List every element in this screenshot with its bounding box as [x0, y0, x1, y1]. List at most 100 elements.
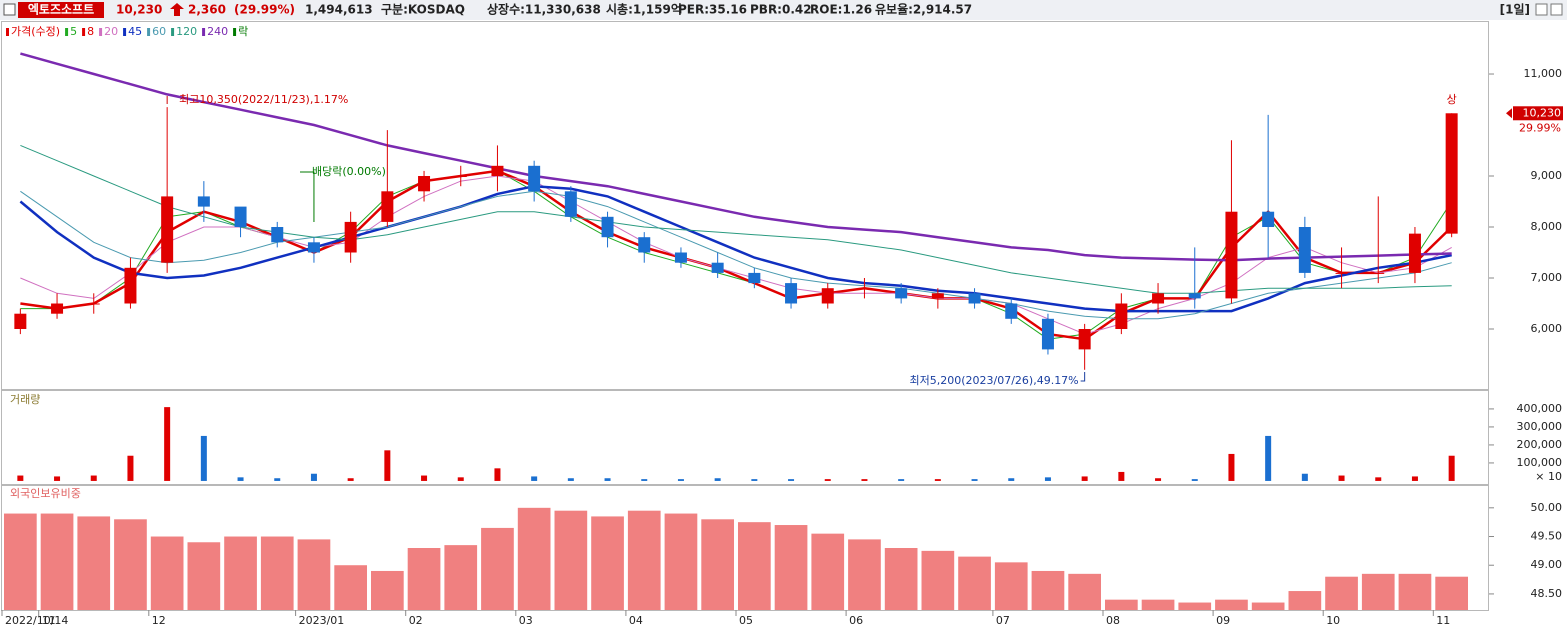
volume-bar: [457, 477, 464, 481]
y-tick-label: 7,000: [1531, 271, 1563, 284]
candle-body: [491, 165, 504, 177]
x-tick-label: 05: [739, 614, 753, 627]
foreign-bar: [224, 536, 257, 610]
candle-body: [638, 237, 651, 253]
candle-body: [1152, 293, 1165, 304]
moving-average-line: [20, 175, 1452, 335]
candle-body: [895, 288, 908, 299]
y-tick-label: 50.00: [1531, 501, 1563, 514]
volume-total: 1,494,613: [305, 3, 373, 17]
candle-body: [418, 176, 431, 192]
panel-title: 외국인보유비중: [10, 487, 81, 500]
name-box: [18, 2, 104, 18]
volume-bar: [1191, 479, 1198, 481]
legend-label: 60: [152, 25, 166, 38]
x-tick-label: 02: [409, 614, 423, 627]
candle-body: [124, 267, 137, 304]
close-button[interactable]: [1550, 3, 1563, 16]
foreign-bar: [40, 513, 74, 610]
annotation-pointer: [1080, 372, 1086, 382]
foreign-bar: [554, 510, 588, 610]
price-pointer: [1506, 108, 1512, 119]
candle-body: [858, 288, 871, 290]
candle-body: [234, 206, 247, 228]
foreign-bar: [994, 562, 1028, 610]
candle-body: [931, 293, 944, 299]
foreign-bar: [811, 533, 845, 610]
candle-body: [1335, 272, 1348, 274]
volume-bar: [751, 479, 758, 481]
candle-body: [161, 196, 174, 263]
foreign-bar: [334, 565, 367, 610]
checkbox[interactable]: [3, 3, 16, 16]
legend-label: 락: [238, 25, 248, 38]
x-tick-label: 06: [849, 614, 863, 627]
foreign-bar: [1288, 591, 1322, 610]
legend-swatch: [123, 28, 127, 36]
candle-body: [748, 272, 761, 284]
minimize-button[interactable]: [1535, 3, 1548, 16]
foreign-bar: [958, 556, 991, 610]
foreign-bar: [884, 548, 918, 610]
foreign-bar: [1435, 576, 1468, 610]
x-tick-label: 08: [1106, 614, 1120, 627]
high-annotation: 최고10,350(2022/11/23),1.17%: [179, 93, 348, 106]
moving-average-line: [20, 190, 1452, 320]
volume-bar: [1228, 453, 1235, 481]
candle-body: [711, 262, 724, 273]
foreign-bar: [114, 519, 147, 610]
foreign-bar: [1215, 599, 1248, 610]
candle-body: [968, 293, 981, 304]
volume-bar: [127, 455, 134, 481]
legend-swatch: [82, 28, 86, 36]
foreign-bar: [77, 516, 111, 610]
candle-body: [528, 165, 541, 192]
candle-body: [1005, 303, 1018, 319]
foreign-bar: [738, 522, 771, 610]
volume-bar: [1338, 475, 1345, 481]
candle-body: [14, 313, 27, 329]
candle-body: [381, 191, 394, 222]
dividend-annotation: 배당락(0.00%): [312, 165, 386, 178]
per: PER:35.16: [678, 3, 747, 17]
market-cap: 시총:1,159억: [606, 2, 682, 17]
foreign-bar: [1251, 602, 1285, 610]
annotation-pointer: [300, 171, 315, 222]
moving-average-line: [19, 184, 1452, 313]
foreign-bar: [1178, 602, 1212, 610]
x-tick-label: 07: [996, 614, 1010, 627]
period[interactable]: [1일]: [1500, 3, 1530, 17]
foreign-bar: [187, 542, 221, 610]
volume-bar: [898, 479, 905, 481]
x-tick-label: 11: [42, 614, 56, 627]
candle-body: [1408, 233, 1421, 273]
y-tick-label: 49.50: [1531, 530, 1563, 543]
legend-label: 240: [207, 25, 228, 38]
candle-body: [821, 288, 834, 304]
volume-bar: [604, 478, 611, 481]
y-tick-label: 11,000: [1524, 67, 1563, 80]
volume-bar: [1265, 435, 1272, 481]
price: 10,230: [116, 3, 162, 17]
y-tick-label: 6,000: [1531, 322, 1563, 335]
volume-bar: [1081, 476, 1088, 481]
y-tick-label: 8,000: [1531, 220, 1563, 233]
candle-body: [1298, 227, 1311, 273]
candle-body: [601, 216, 614, 238]
volume-bar: [90, 475, 97, 481]
moving-average-line: [20, 144, 1452, 294]
candle-body: [1078, 328, 1091, 350]
candle-body: [785, 283, 798, 304]
legend-swatch: [147, 28, 151, 36]
candle-body: [1225, 211, 1238, 299]
foreign-bar: [1068, 573, 1101, 610]
volume-bar: [1044, 477, 1051, 481]
volume-bar: [1375, 477, 1382, 481]
legend-label: 8: [87, 25, 94, 38]
candle-body: [307, 242, 320, 253]
x-tick-label: 2023/01: [299, 614, 345, 627]
change-pct: (29.99%): [234, 3, 295, 17]
foreign-bar: [371, 570, 404, 610]
reserve-ratio: 유보율:2,914.57: [875, 3, 972, 17]
legend-label: 120: [176, 25, 197, 38]
